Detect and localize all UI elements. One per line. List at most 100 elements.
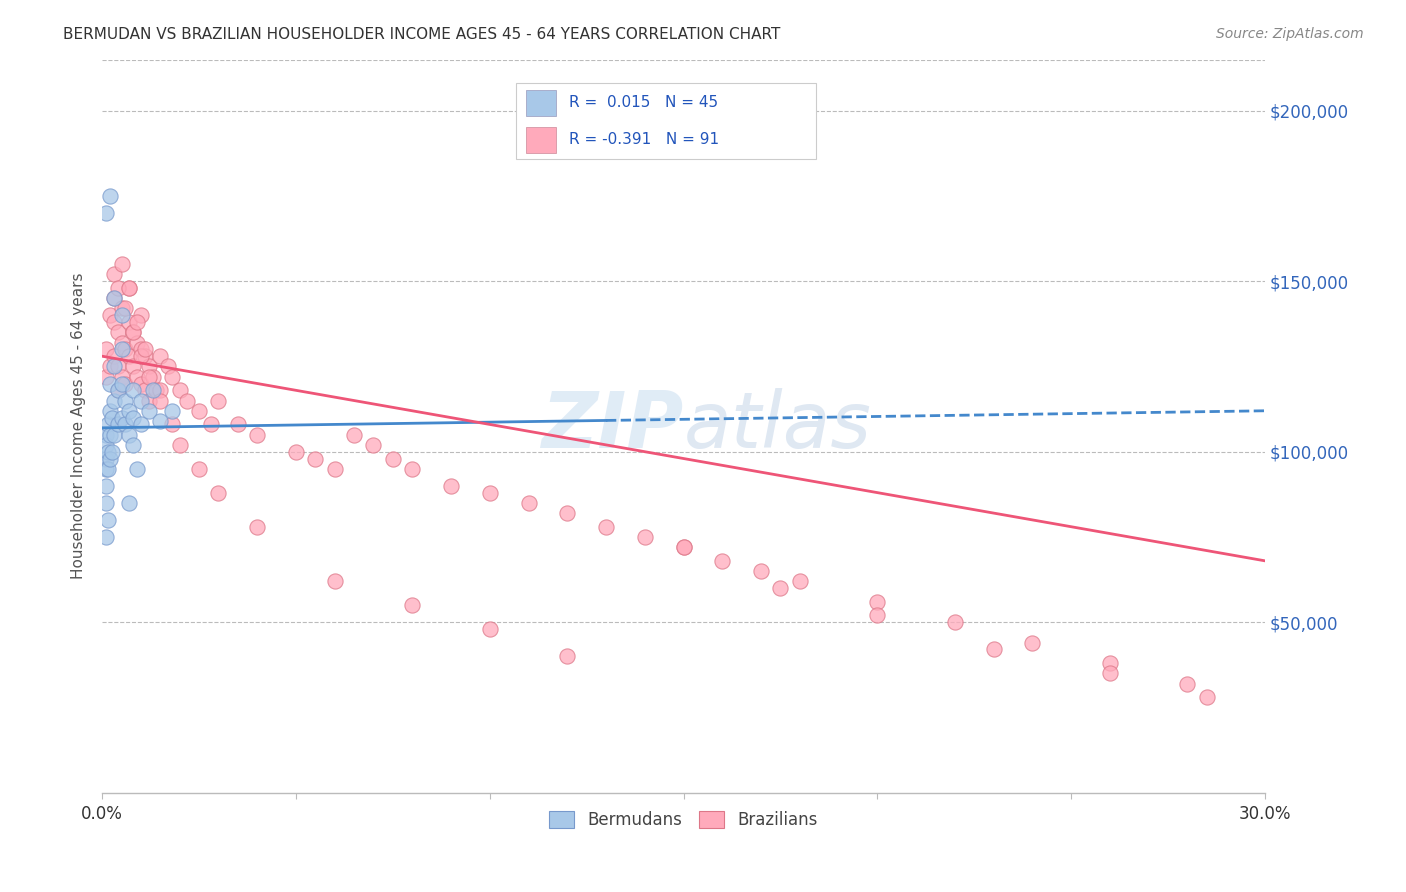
Point <box>110 257 132 271</box>
Point <box>129 308 152 322</box>
Point <box>127 369 149 384</box>
Point <box>94 343 117 357</box>
Point <box>138 359 160 374</box>
Point <box>323 462 346 476</box>
Point <box>122 384 145 398</box>
Point <box>769 581 792 595</box>
Point <box>142 369 165 384</box>
Point <box>149 349 172 363</box>
Point <box>134 349 156 363</box>
Point <box>478 485 501 500</box>
Point <box>118 427 141 442</box>
Point <box>1098 656 1121 670</box>
Point <box>129 343 152 357</box>
Point <box>114 417 136 432</box>
Point <box>110 335 132 350</box>
Point <box>110 343 132 357</box>
Point <box>149 393 172 408</box>
Point <box>107 384 129 398</box>
Point <box>1195 690 1218 705</box>
Point <box>866 608 889 623</box>
Text: atlas: atlas <box>683 388 872 464</box>
Point <box>595 519 617 533</box>
Point <box>207 485 229 500</box>
Point <box>122 359 145 374</box>
Point <box>118 281 141 295</box>
Point <box>94 462 117 476</box>
Point <box>129 349 152 363</box>
Point <box>103 427 125 442</box>
Text: Source: ZipAtlas.com: Source: ZipAtlas.com <box>1216 27 1364 41</box>
Point <box>169 438 191 452</box>
Point <box>114 301 136 316</box>
Point <box>101 410 124 425</box>
Point <box>97 513 120 527</box>
Point <box>145 384 167 398</box>
Point <box>122 438 145 452</box>
Point <box>129 376 152 391</box>
Point <box>555 649 578 664</box>
Point <box>101 444 124 458</box>
Point <box>157 359 180 374</box>
Point <box>94 496 117 510</box>
Point <box>363 438 385 452</box>
Point <box>401 598 423 612</box>
Point <box>160 404 183 418</box>
Point <box>103 291 125 305</box>
Text: R = -0.391   N = 91: R = -0.391 N = 91 <box>569 132 718 147</box>
Point <box>103 291 125 305</box>
Point <box>711 554 734 568</box>
Point <box>285 444 308 458</box>
Point <box>749 564 772 578</box>
Point <box>97 444 120 458</box>
Point <box>118 496 141 510</box>
Point <box>200 417 222 432</box>
Point <box>98 404 121 418</box>
Point <box>118 281 141 295</box>
Point <box>1021 635 1043 649</box>
Point <box>118 349 141 363</box>
Y-axis label: Householder Income Ages 45 - 64 years: Householder Income Ages 45 - 64 years <box>72 273 86 580</box>
Point <box>107 417 129 432</box>
Point <box>107 359 129 374</box>
Point <box>478 622 501 636</box>
Point <box>866 595 889 609</box>
Point <box>98 427 121 442</box>
Point <box>1175 676 1198 690</box>
Point <box>983 642 1005 657</box>
Point <box>107 384 129 398</box>
Point <box>114 343 136 357</box>
Point <box>122 326 145 340</box>
Point <box>114 376 136 391</box>
Point <box>103 393 125 408</box>
Point <box>103 359 125 374</box>
Legend: Bermudans, Brazilians: Bermudans, Brazilians <box>543 804 824 836</box>
Point <box>127 315 149 329</box>
Point <box>94 206 117 220</box>
Point <box>169 384 191 398</box>
Point <box>401 462 423 476</box>
Point <box>94 451 117 466</box>
Point <box>127 335 149 350</box>
Point <box>98 376 121 391</box>
Point <box>94 369 117 384</box>
Point <box>110 410 132 425</box>
Point <box>97 462 120 476</box>
Point <box>381 451 404 466</box>
Point <box>323 574 346 589</box>
Point <box>94 438 117 452</box>
Point <box>138 393 160 408</box>
Point <box>98 359 121 374</box>
Text: BERMUDAN VS BRAZILIAN HOUSEHOLDER INCOME AGES 45 - 64 YEARS CORRELATION CHART: BERMUDAN VS BRAZILIAN HOUSEHOLDER INCOME… <box>63 27 780 42</box>
Point <box>304 451 326 466</box>
Point <box>98 451 121 466</box>
Point <box>138 369 160 384</box>
Point <box>789 574 811 589</box>
FancyBboxPatch shape <box>516 83 817 159</box>
Point <box>672 540 695 554</box>
Point <box>142 384 165 398</box>
Point <box>107 326 129 340</box>
Point <box>149 414 172 428</box>
Point <box>176 393 198 408</box>
Point <box>943 615 966 630</box>
